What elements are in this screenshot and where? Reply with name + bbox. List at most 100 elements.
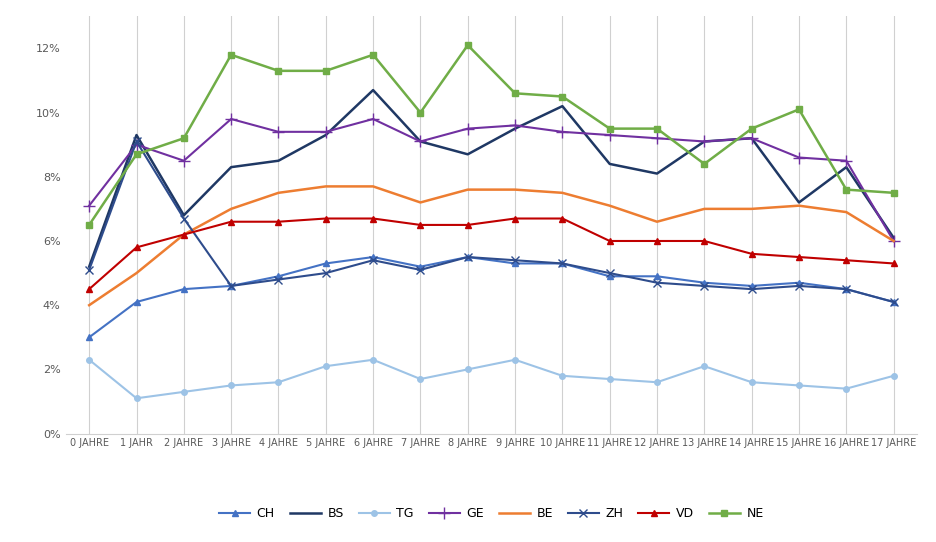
BS [746, 135, 757, 141]
CH [557, 260, 568, 267]
ZH [320, 270, 331, 276]
TG [557, 372, 568, 379]
ZH [841, 286, 852, 292]
NE [178, 135, 189, 141]
BS [794, 199, 805, 206]
Line: BE: BE [89, 186, 894, 305]
BE [604, 202, 615, 209]
GE [226, 116, 237, 122]
ZH [698, 283, 709, 289]
CH [273, 273, 285, 280]
ZH [746, 286, 757, 292]
CH [841, 286, 852, 292]
VD [557, 215, 568, 222]
CH [368, 254, 379, 260]
ZH [415, 267, 426, 273]
NE [651, 125, 663, 132]
BS [888, 235, 899, 241]
TG [320, 363, 331, 370]
BS [178, 212, 189, 218]
NE [320, 68, 331, 74]
CH [462, 254, 474, 260]
ZH [178, 215, 189, 222]
ZH [226, 283, 237, 289]
NE [698, 160, 709, 167]
ZH [368, 257, 379, 263]
ZH [794, 283, 805, 289]
BE [462, 186, 474, 193]
ZH [131, 138, 142, 145]
NE [131, 151, 142, 158]
VD [509, 215, 520, 222]
GE [888, 238, 899, 244]
GE [651, 135, 663, 141]
TG [131, 395, 142, 402]
TG [509, 357, 520, 363]
CH [746, 283, 757, 289]
BS [509, 125, 520, 132]
BS [557, 103, 568, 109]
BE [226, 205, 237, 212]
VD [698, 238, 709, 244]
BE [83, 302, 95, 308]
VD [462, 222, 474, 228]
GE [83, 202, 95, 209]
NE [415, 109, 426, 116]
CH [178, 286, 189, 292]
GE [415, 138, 426, 145]
BS [604, 160, 615, 167]
ZH [462, 254, 474, 260]
ZH [83, 267, 95, 273]
VD [604, 238, 615, 244]
ZH [273, 276, 285, 283]
GE [368, 116, 379, 122]
BE [888, 238, 899, 244]
BE [651, 218, 663, 225]
NE [888, 190, 899, 196]
VD [888, 260, 899, 267]
ZH [888, 299, 899, 305]
CH [320, 260, 331, 267]
BS [651, 170, 663, 177]
ZH [651, 280, 663, 286]
BS [83, 263, 95, 270]
GE [557, 128, 568, 135]
Line: BS: BS [89, 90, 894, 267]
BS [415, 138, 426, 145]
TG [83, 357, 95, 363]
Line: ZH: ZH [85, 137, 898, 306]
VD [415, 222, 426, 228]
NE [83, 222, 95, 228]
BE [178, 231, 189, 238]
TG [698, 363, 709, 370]
NE [557, 93, 568, 100]
ZH [604, 270, 615, 276]
Line: TG: TG [86, 357, 897, 401]
CH [131, 299, 142, 305]
BS [320, 132, 331, 138]
VD [131, 244, 142, 250]
CH [509, 260, 520, 267]
BE [698, 205, 709, 212]
BS [462, 151, 474, 158]
ZH [557, 260, 568, 267]
TG [273, 379, 285, 385]
CH [415, 263, 426, 270]
ZH [509, 257, 520, 263]
TG [415, 376, 426, 382]
BS [841, 164, 852, 170]
BE [368, 183, 379, 190]
CH [226, 283, 237, 289]
TG [226, 382, 237, 389]
Legend: CH, BS, TG, GE, BE, ZH, VD, NE: CH, BS, TG, GE, BE, ZH, VD, NE [214, 502, 768, 525]
VD [368, 215, 379, 222]
VD [178, 231, 189, 238]
VD [841, 257, 852, 263]
BE [131, 270, 142, 276]
BE [746, 205, 757, 212]
BE [415, 199, 426, 206]
GE [178, 158, 189, 164]
Line: CH: CH [86, 254, 897, 341]
TG [888, 372, 899, 379]
BE [273, 190, 285, 196]
